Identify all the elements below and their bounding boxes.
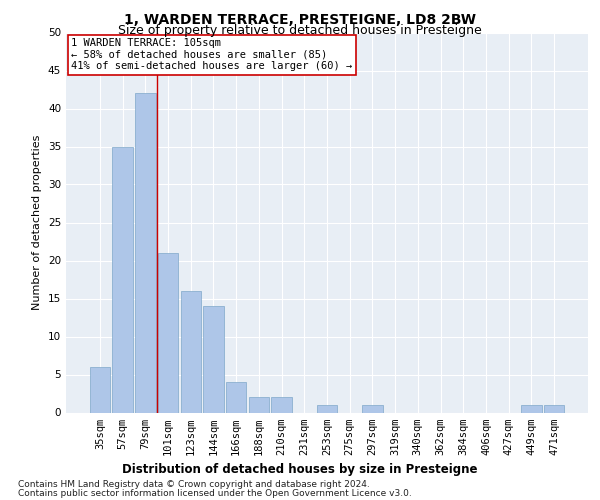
Text: Distribution of detached houses by size in Presteigne: Distribution of detached houses by size … xyxy=(122,462,478,475)
Bar xyxy=(317,405,337,412)
Bar xyxy=(203,306,224,412)
Bar xyxy=(112,146,133,412)
Bar xyxy=(521,405,542,412)
Text: 1, WARDEN TERRACE, PRESTEIGNE, LD8 2BW: 1, WARDEN TERRACE, PRESTEIGNE, LD8 2BW xyxy=(124,12,476,26)
Bar xyxy=(271,398,292,412)
Bar xyxy=(135,94,155,412)
Y-axis label: Number of detached properties: Number of detached properties xyxy=(32,135,43,310)
Bar xyxy=(248,398,269,412)
Text: Size of property relative to detached houses in Presteigne: Size of property relative to detached ho… xyxy=(118,24,482,37)
Bar xyxy=(226,382,247,412)
Bar xyxy=(158,253,178,412)
Text: Contains HM Land Registry data © Crown copyright and database right 2024.: Contains HM Land Registry data © Crown c… xyxy=(18,480,370,489)
Bar xyxy=(181,291,201,412)
Bar xyxy=(90,367,110,412)
Text: Contains public sector information licensed under the Open Government Licence v3: Contains public sector information licen… xyxy=(18,489,412,498)
Text: 1 WARDEN TERRACE: 105sqm
← 58% of detached houses are smaller (85)
41% of semi-d: 1 WARDEN TERRACE: 105sqm ← 58% of detach… xyxy=(71,38,352,72)
Bar xyxy=(362,405,383,412)
Bar xyxy=(544,405,564,412)
